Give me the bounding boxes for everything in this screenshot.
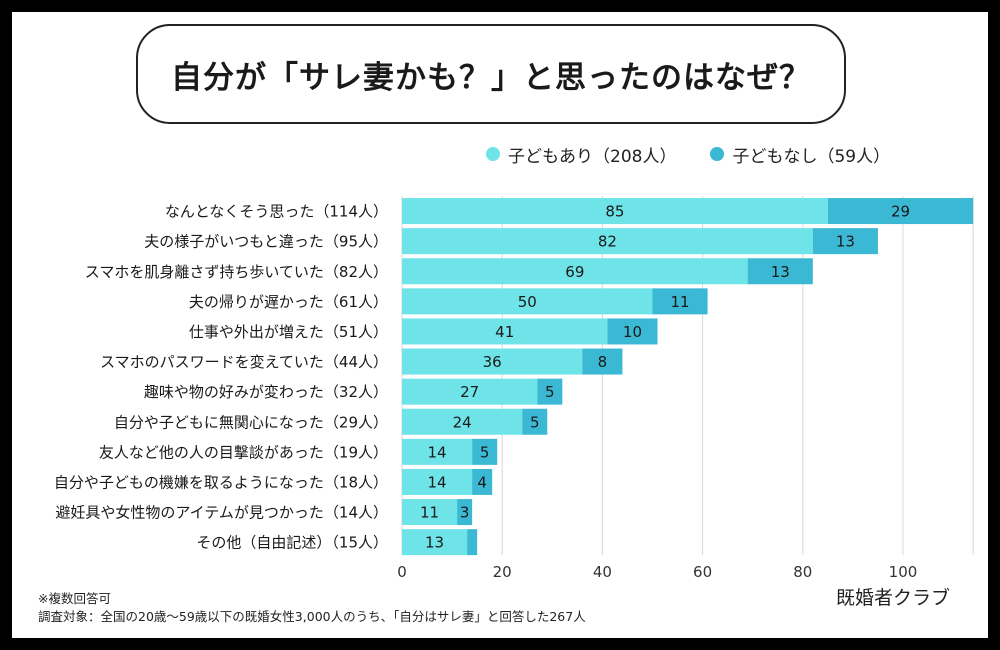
data-label: 11 (420, 504, 439, 522)
bar-segment (582, 348, 623, 375)
bar-segment (537, 378, 563, 405)
footnote-survey-target: 調査対象：全国の20歳〜59歳以下の既婚女性3,000人のうち、「自分はサレ妻」… (38, 609, 586, 624)
bar-segment (402, 378, 538, 405)
bar-segment (402, 438, 473, 465)
category-label: その他（自由記述）（15人） (196, 534, 388, 552)
bar-segment (402, 499, 458, 526)
category-label: 夫の帰りが遅かった（61人） (189, 293, 388, 311)
category-label: 友人など他の人の目撃談があった（19人） (99, 443, 388, 461)
data-label: 41 (495, 323, 514, 341)
bar-segment (652, 288, 708, 315)
footnote-multiple-answers: ※複数回答可 (38, 591, 111, 606)
x-tick-label: 0 (397, 563, 407, 581)
bar-segment (457, 499, 473, 526)
category-label: 避妊具や女性物のアイテムが見つかった（14人） (55, 504, 388, 522)
data-label: 13 (425, 534, 444, 552)
data-label: 85 (605, 203, 624, 221)
bar-segment (522, 408, 548, 435)
legend: 子どもあり（208人） 子どもなし（59人） (486, 142, 924, 167)
x-tick-label: 100 (889, 563, 918, 581)
legend-swatch-with-children (486, 147, 500, 161)
data-label: 10 (623, 323, 642, 341)
bar-segment (402, 318, 608, 345)
x-tick-label: 20 (493, 563, 512, 581)
category-label: 仕事や外出が増えた（51人） (189, 323, 388, 341)
bar-segment (402, 258, 748, 285)
data-label: 8 (598, 353, 608, 371)
legend-item-with-children: 子どもあり（208人） (486, 142, 676, 167)
data-label: 29 (891, 203, 910, 221)
bar-segment (472, 468, 493, 495)
bar-segment (827, 198, 974, 225)
data-label: 5 (545, 383, 555, 401)
x-tick-label: 60 (693, 563, 712, 581)
bar-segment (402, 228, 813, 255)
data-label: 5 (480, 443, 490, 461)
data-label: 14 (428, 473, 447, 491)
bar-segment (607, 318, 658, 345)
data-label: 50 (518, 293, 537, 311)
bar-segment (402, 408, 523, 435)
legend-swatch-without-children (710, 147, 725, 161)
data-label: 24 (453, 413, 472, 431)
category-label: なんとなくそう思った（114人） (165, 203, 388, 221)
category-label: スマホを肌身離さず持ち歩いていた（82人） (85, 263, 388, 281)
bar-segment (747, 258, 813, 285)
category-label: 自分や子どもの機嫌を取るようになった（18人） (54, 473, 388, 491)
bar-segment (402, 348, 583, 375)
data-label: 4 (477, 473, 487, 491)
chart-title: 自分が「サレ妻かも？」と思ったのはなぜ？ (171, 59, 811, 96)
bar-segment (467, 529, 478, 556)
category-label: 趣味や物の好みが変わった（32人） (144, 383, 388, 401)
x-tick-label: 40 (593, 563, 612, 581)
bar-segment (812, 228, 878, 255)
legend-label-with-children: 子どもあり（208人） (508, 146, 677, 167)
bar-segment (402, 529, 468, 556)
data-label: 27 (460, 383, 479, 401)
data-label: 13 (836, 233, 855, 251)
legend-label-without-children: 子どもなし（59人） (732, 146, 891, 167)
data-label: 14 (428, 443, 447, 461)
data-label: 3 (460, 504, 470, 522)
category-label: スマホのパスワードを変えていた（44人） (100, 353, 388, 371)
category-label: 自分や子どもに無関心になった（29人） (114, 413, 388, 431)
bar-segment (402, 468, 473, 495)
data-label: 69 (565, 263, 584, 281)
bar-segment (472, 438, 498, 465)
legend-item-without-children: 子どもなし（59人） (710, 142, 890, 167)
data-label: 82 (598, 233, 617, 251)
category-label: 夫の様子がいつもと違った（95人） (144, 233, 388, 251)
data-label: 11 (671, 293, 690, 311)
data-label: 13 (771, 263, 790, 281)
x-tick-label: 80 (793, 563, 812, 581)
data-label: 36 (483, 353, 502, 371)
data-label: 5 (530, 413, 540, 431)
brand-label: 既婚者クラブ (835, 587, 950, 609)
title-box: 自分が「サレ妻かも？」と思ったのはなぜ？ (136, 24, 846, 124)
bar-segment (402, 288, 653, 315)
bar-segment (402, 198, 828, 225)
